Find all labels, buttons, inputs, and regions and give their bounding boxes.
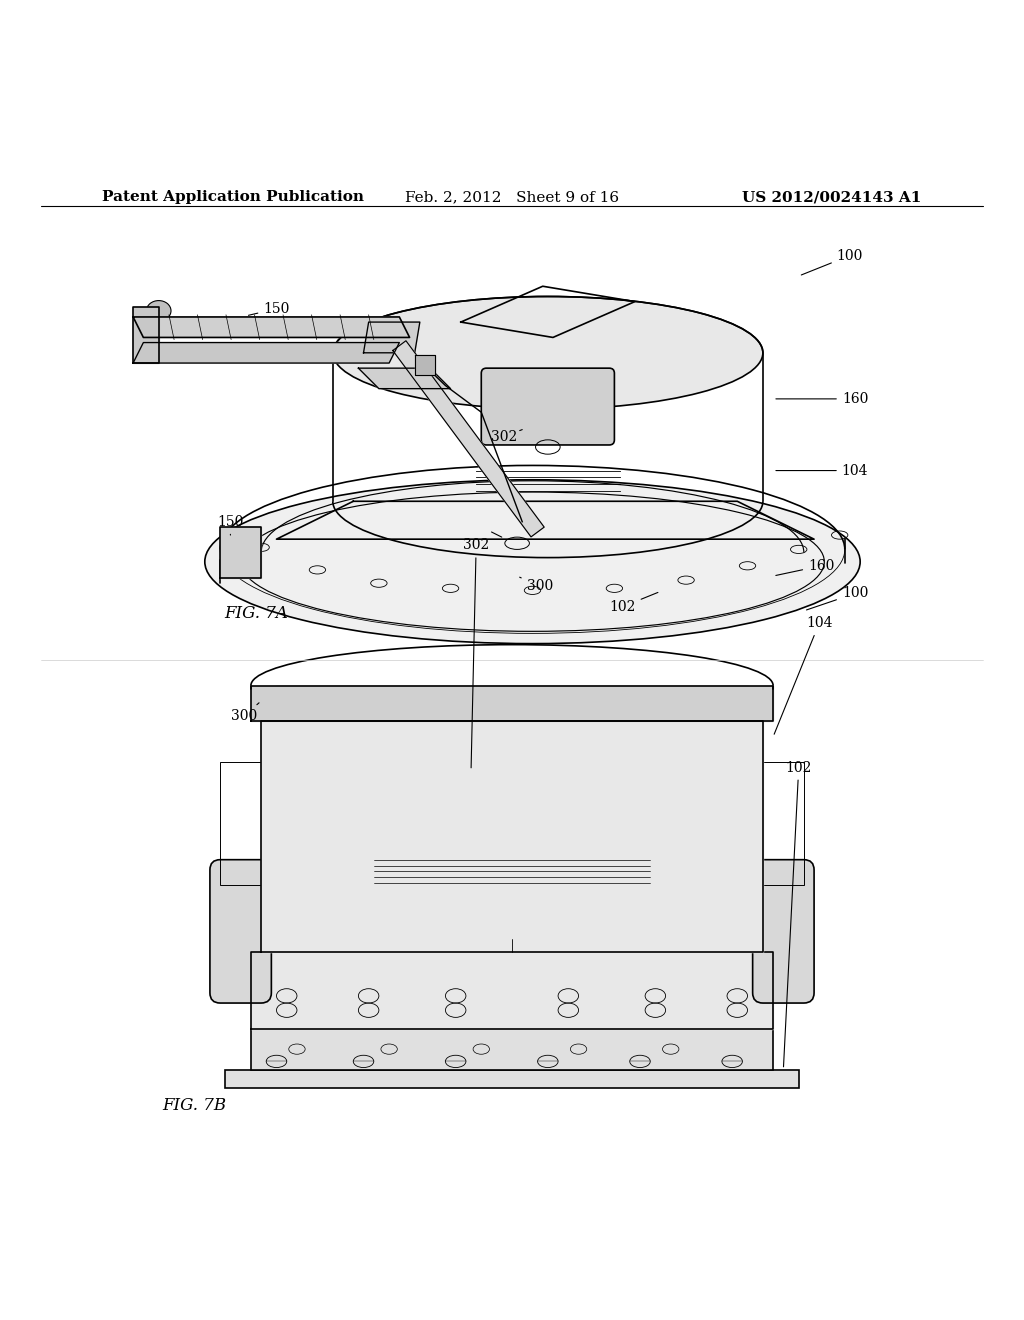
Text: 100: 100: [807, 586, 868, 610]
FancyBboxPatch shape: [348, 717, 584, 829]
Bar: [225, 1069, 799, 1088]
Bar: [369, 734, 558, 813]
FancyBboxPatch shape: [210, 859, 271, 1003]
Polygon shape: [251, 952, 773, 1028]
Text: 300: 300: [230, 702, 259, 723]
Polygon shape: [220, 527, 261, 578]
Polygon shape: [261, 722, 763, 952]
Text: 302: 302: [490, 429, 522, 444]
Text: 150: 150: [217, 515, 244, 535]
Ellipse shape: [333, 297, 763, 409]
Ellipse shape: [227, 539, 254, 566]
Ellipse shape: [146, 301, 171, 321]
Text: FIG. 7B: FIG. 7B: [163, 1097, 226, 1114]
Bar: [353, 867, 671, 927]
Polygon shape: [393, 341, 544, 537]
Text: 102: 102: [609, 593, 657, 614]
Polygon shape: [133, 306, 159, 363]
Text: 102: 102: [783, 760, 812, 1067]
Polygon shape: [133, 343, 399, 363]
Ellipse shape: [367, 319, 412, 351]
Polygon shape: [415, 355, 435, 375]
Polygon shape: [364, 322, 420, 352]
Text: Patent Application Publication: Patent Application Publication: [102, 190, 365, 205]
Text: Feb. 2, 2012   Sheet 9 of 16: Feb. 2, 2012 Sheet 9 of 16: [404, 190, 620, 205]
Bar: [276, 734, 748, 939]
Text: 160: 160: [776, 558, 835, 576]
Bar: [251, 1028, 773, 1069]
Polygon shape: [133, 317, 410, 338]
Bar: [276, 685, 748, 717]
Ellipse shape: [205, 479, 860, 644]
Text: 104: 104: [774, 616, 833, 734]
Text: 100: 100: [802, 248, 863, 275]
FancyBboxPatch shape: [753, 859, 814, 1003]
Text: 150: 150: [249, 302, 290, 315]
Polygon shape: [251, 685, 773, 722]
Text: 300: 300: [519, 577, 553, 593]
Text: FIG. 7A: FIG. 7A: [224, 606, 288, 623]
Text: 104: 104: [776, 463, 868, 478]
Text: US 2012/0024143 A1: US 2012/0024143 A1: [742, 190, 922, 205]
Text: 160: 160: [776, 392, 868, 405]
Bar: [220, 763, 261, 886]
Bar: [353, 923, 671, 939]
Text: 302: 302: [463, 539, 489, 768]
Bar: [763, 763, 804, 886]
Polygon shape: [358, 368, 451, 388]
FancyBboxPatch shape: [481, 368, 614, 445]
